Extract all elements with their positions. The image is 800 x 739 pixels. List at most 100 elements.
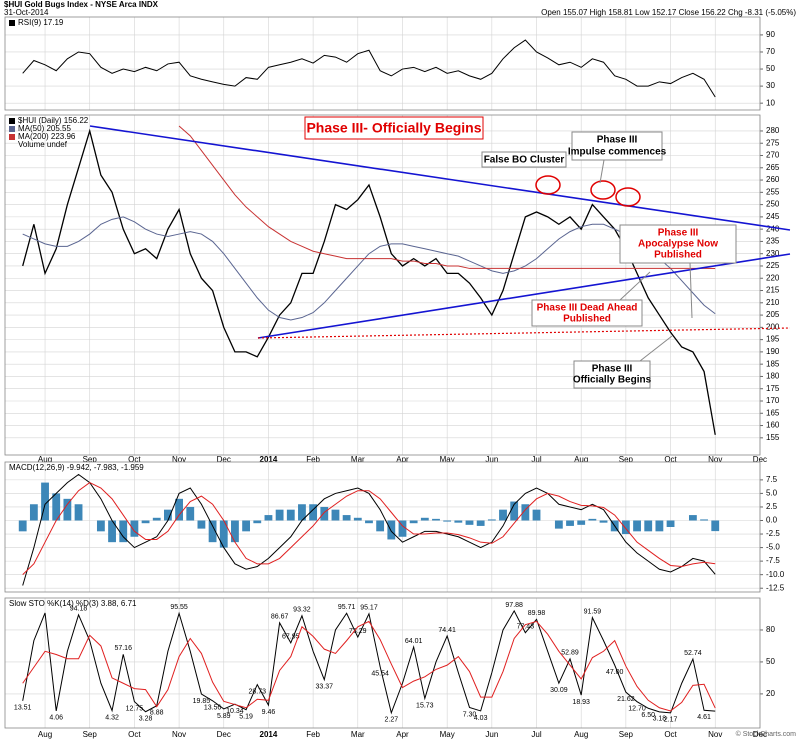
x-tick-label: Sep xyxy=(83,730,98,739)
y-tick-label: 2.5 xyxy=(766,502,778,511)
pointer xyxy=(619,271,651,301)
x-tick-label: Feb xyxy=(306,455,320,464)
y-tick-label: 255 xyxy=(766,187,780,196)
y-tick-label: 235 xyxy=(766,237,780,246)
histogram-bar xyxy=(63,498,72,521)
data-label: 8.88 xyxy=(150,710,164,717)
histogram-bar xyxy=(700,519,708,521)
histogram-bar xyxy=(521,504,530,521)
data-label: 77.43 xyxy=(517,624,535,631)
callout-text: Impulse commences xyxy=(568,147,667,158)
histogram-bar xyxy=(510,501,519,521)
data-label: 15.73 xyxy=(416,702,434,709)
pointer xyxy=(639,335,673,362)
data-label: 4.32 xyxy=(105,714,119,721)
x-tick-label: May xyxy=(440,455,455,464)
data-label: 91.59 xyxy=(584,608,602,615)
histogram-bar xyxy=(633,520,641,532)
ellipse xyxy=(590,180,616,200)
histogram-bar xyxy=(454,520,463,523)
y-tick-label: 80 xyxy=(766,625,775,634)
trendline xyxy=(257,253,791,339)
histogram-bar xyxy=(197,520,206,529)
y-tick-label: 175 xyxy=(766,384,780,393)
callout xyxy=(571,131,663,161)
callout-text: Published xyxy=(654,250,702,261)
y-tick-label: -12.5 xyxy=(766,583,785,592)
y-tick-label: 225 xyxy=(766,261,780,270)
histogram-bar xyxy=(253,520,262,524)
legend-swatch xyxy=(9,118,15,124)
histogram-bar xyxy=(554,520,563,529)
data-label: 45.54 xyxy=(371,671,389,678)
y-tick-label: -10.0 xyxy=(766,570,785,579)
histogram-bar xyxy=(365,520,373,524)
histogram-bar xyxy=(309,504,318,521)
data-label: 67.95 xyxy=(282,634,300,641)
histogram-bar xyxy=(599,520,608,523)
histogram-bar xyxy=(621,520,630,535)
y-tick-label: 50 xyxy=(766,64,775,73)
data-label: 3.18 xyxy=(653,716,667,723)
trendline xyxy=(89,125,791,231)
y-tick-label: 265 xyxy=(766,163,780,172)
x-tick-label: Sep xyxy=(619,455,634,464)
data-label: 97.88 xyxy=(505,602,523,609)
y-tick-label: 275 xyxy=(766,138,780,147)
data-label: 33.37 xyxy=(316,683,334,690)
callout-text: Apocalypse Now xyxy=(638,239,718,250)
symbol: $HUI Gold Bugs Index - NYSE Arca INDX xyxy=(4,0,159,9)
data-label: 18.93 xyxy=(572,699,590,706)
x-tick-label: Dec xyxy=(753,455,767,464)
data-label: 19.85 xyxy=(193,698,211,705)
y-tick-label: 200 xyxy=(766,322,780,331)
x-tick-label: Mar xyxy=(351,455,365,464)
y-tick-label: 155 xyxy=(766,433,780,442)
x-tick-label: Nov xyxy=(708,730,722,739)
histogram-bar xyxy=(219,520,228,548)
data-label: 4.03 xyxy=(474,715,488,722)
histogram-bar xyxy=(141,520,150,524)
histogram-bar xyxy=(41,482,49,521)
x-tick-label: Aug xyxy=(38,730,52,739)
histogram-bar xyxy=(688,515,697,521)
data-label: 9.46 xyxy=(262,709,276,716)
y-tick-label: 90 xyxy=(766,30,775,39)
histogram-bar xyxy=(320,506,329,521)
histogram-bar xyxy=(476,520,485,526)
x-tick-label: Oct xyxy=(664,455,677,464)
y-tick-label: 160 xyxy=(766,421,780,430)
legend-label: MA(50) 205.55 xyxy=(18,124,71,133)
data-label: 12.75 xyxy=(126,705,144,712)
y-tick-label: -5.0 xyxy=(766,543,780,552)
panel-title: Slow STO %K(14) %D(3) 3.88, 6.71 xyxy=(9,599,137,608)
x-tick-label: Aug xyxy=(38,455,52,464)
data-label: 95.71 xyxy=(338,604,356,611)
histogram-bar xyxy=(432,518,440,521)
x-tick-label: Nov xyxy=(172,455,186,464)
histogram-bar xyxy=(588,518,597,521)
pointer xyxy=(689,262,693,319)
credit: © StockCharts.com xyxy=(736,730,797,738)
series-line xyxy=(22,39,716,98)
histogram-bar xyxy=(130,520,139,537)
callout-text: Phase III xyxy=(658,228,699,239)
data-label: 94.18 xyxy=(70,606,88,613)
y-tick-label: 185 xyxy=(766,359,780,368)
panel-frame xyxy=(4,16,761,111)
histogram-bar xyxy=(108,520,116,543)
y-tick-label: 70 xyxy=(766,47,775,56)
x-tick-label: Dec xyxy=(217,730,231,739)
histogram-bar xyxy=(711,520,720,532)
histogram-bar xyxy=(175,498,183,521)
x-tick-label: Apr xyxy=(396,730,409,739)
histogram-bar xyxy=(644,520,653,532)
callout xyxy=(619,224,737,264)
histogram-bar xyxy=(152,517,161,521)
data-label: 10.34 xyxy=(226,708,244,715)
histogram-bar xyxy=(74,504,83,521)
callout xyxy=(481,151,567,168)
data-label: 21.62 xyxy=(617,696,635,703)
histogram-bar xyxy=(186,506,195,521)
